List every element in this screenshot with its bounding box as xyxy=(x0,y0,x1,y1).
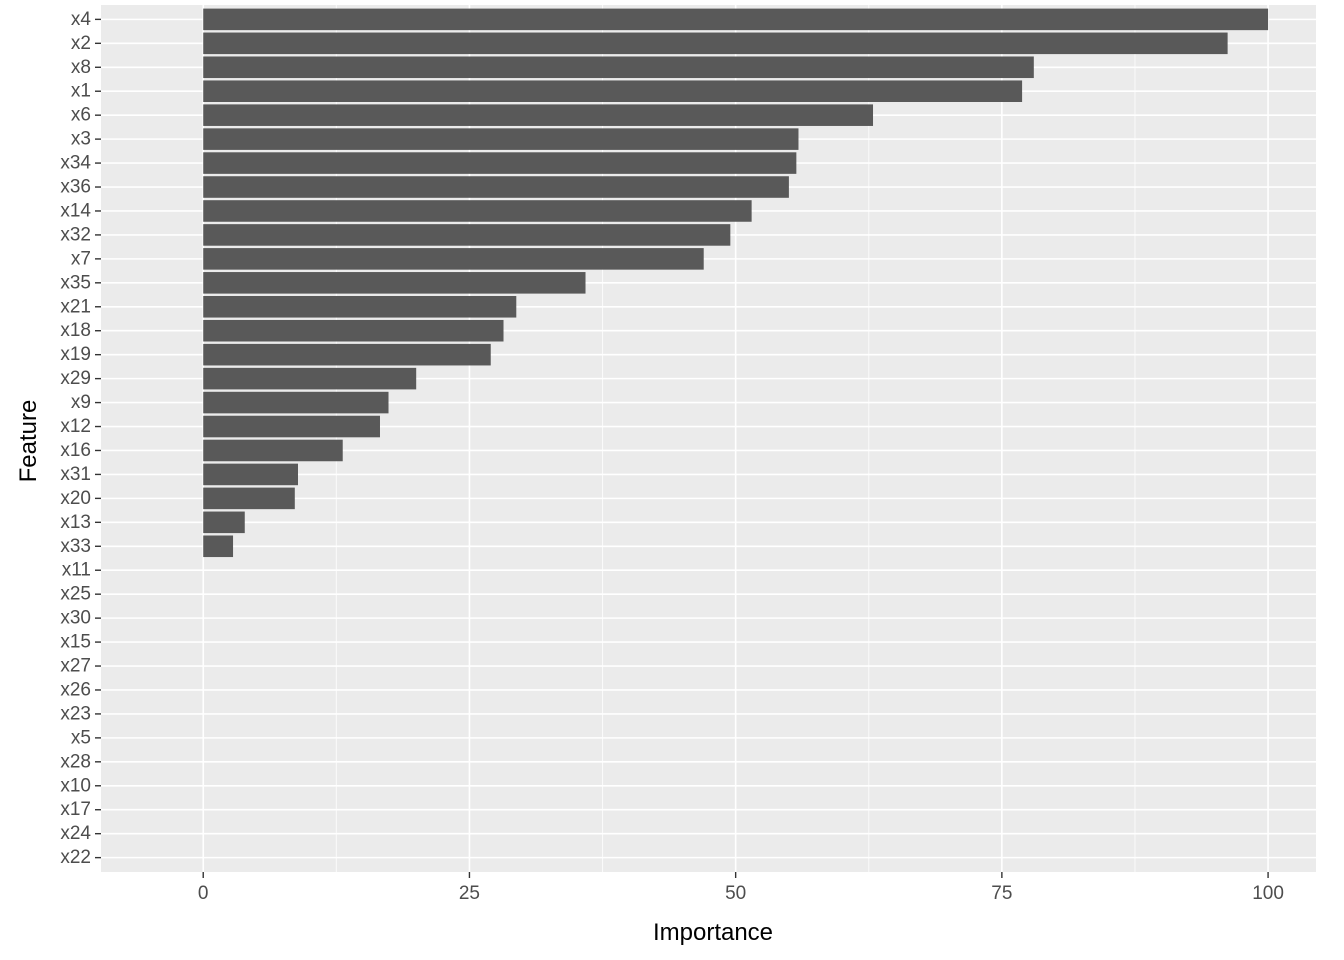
y-tick-label: x7 xyxy=(71,248,91,269)
y-tick-label: x29 xyxy=(60,368,91,389)
bar-x35 xyxy=(203,272,586,294)
y-tick-label: x14 xyxy=(60,200,91,221)
x-tick-label: 50 xyxy=(725,883,746,904)
y-tick-label: x9 xyxy=(71,392,91,413)
bar-x33 xyxy=(203,535,234,558)
bar-x14 xyxy=(203,200,752,222)
y-tick-label: x33 xyxy=(60,536,91,557)
y-tick-label: x35 xyxy=(60,272,91,293)
x-tick-label: 75 xyxy=(991,883,1012,904)
y-tick-label: x26 xyxy=(60,679,91,700)
y-tick-label: x30 xyxy=(60,608,91,629)
y-tick-label: x25 xyxy=(60,584,91,605)
bar-x6 xyxy=(203,104,874,126)
bar-x32 xyxy=(203,224,731,246)
bar-x21 xyxy=(203,295,517,318)
y-axis-title: Feature xyxy=(15,400,42,483)
bars xyxy=(203,8,1269,558)
bar-x9 xyxy=(203,391,389,414)
bar-x31 xyxy=(203,463,298,486)
y-tick-label: x1 xyxy=(71,81,91,102)
y-tick-label: x19 xyxy=(60,344,91,365)
bar-x19 xyxy=(203,343,491,366)
y-tick-label: x18 xyxy=(60,320,91,341)
y-tick-label: x10 xyxy=(60,775,91,796)
bar-x3 xyxy=(203,128,799,150)
y-tick-label: x8 xyxy=(71,57,91,78)
y-tick-label: x17 xyxy=(60,799,91,820)
bar-x12 xyxy=(203,415,380,438)
y-tick-label: x31 xyxy=(60,464,91,485)
y-tick-label: x12 xyxy=(60,416,91,437)
y-tick-label: x24 xyxy=(60,823,91,844)
x-tick-label: 25 xyxy=(459,883,480,904)
bar-x18 xyxy=(203,319,504,342)
y-tick-label: x21 xyxy=(60,296,91,317)
bar-x1 xyxy=(203,80,1023,102)
bar-x34 xyxy=(203,152,797,174)
y-tick-label: x2 xyxy=(71,33,91,54)
y-tick-label: x28 xyxy=(60,751,91,772)
bar-x20 xyxy=(203,487,295,510)
y-tick-label: x15 xyxy=(60,632,91,653)
y-tick-label: x36 xyxy=(60,177,91,198)
y-tick-label: x20 xyxy=(60,488,91,509)
y-tick-label: x3 xyxy=(71,129,91,150)
y-tick-label: x27 xyxy=(60,656,91,677)
x-axis-title: Importance xyxy=(653,919,773,946)
y-tick-label: x4 xyxy=(71,9,92,30)
bar-x16 xyxy=(203,439,343,462)
bar-x29 xyxy=(203,367,417,390)
x-tick-label: 0 xyxy=(198,883,209,904)
x-tick-label: 100 xyxy=(1252,883,1284,904)
bar-x4 xyxy=(203,8,1269,31)
y-tick-label: x23 xyxy=(60,703,91,724)
bar-x7 xyxy=(203,248,704,270)
y-tick-label: x22 xyxy=(60,847,91,868)
y-tick-label: x32 xyxy=(60,224,91,245)
x-axis: 0 25 50 75 100 xyxy=(198,872,1284,904)
bar-x13 xyxy=(203,511,245,534)
y-tick-label: x34 xyxy=(60,153,91,174)
y-tick-label: x11 xyxy=(62,560,91,581)
y-tick-label: x13 xyxy=(60,512,91,533)
y-tick-label: x6 xyxy=(71,105,91,126)
bar-x8 xyxy=(203,56,1034,79)
bar-x2 xyxy=(203,32,1228,55)
y-tick-label: x5 xyxy=(71,727,91,748)
y-tick-label: x16 xyxy=(60,440,91,461)
bar-x36 xyxy=(203,176,789,198)
